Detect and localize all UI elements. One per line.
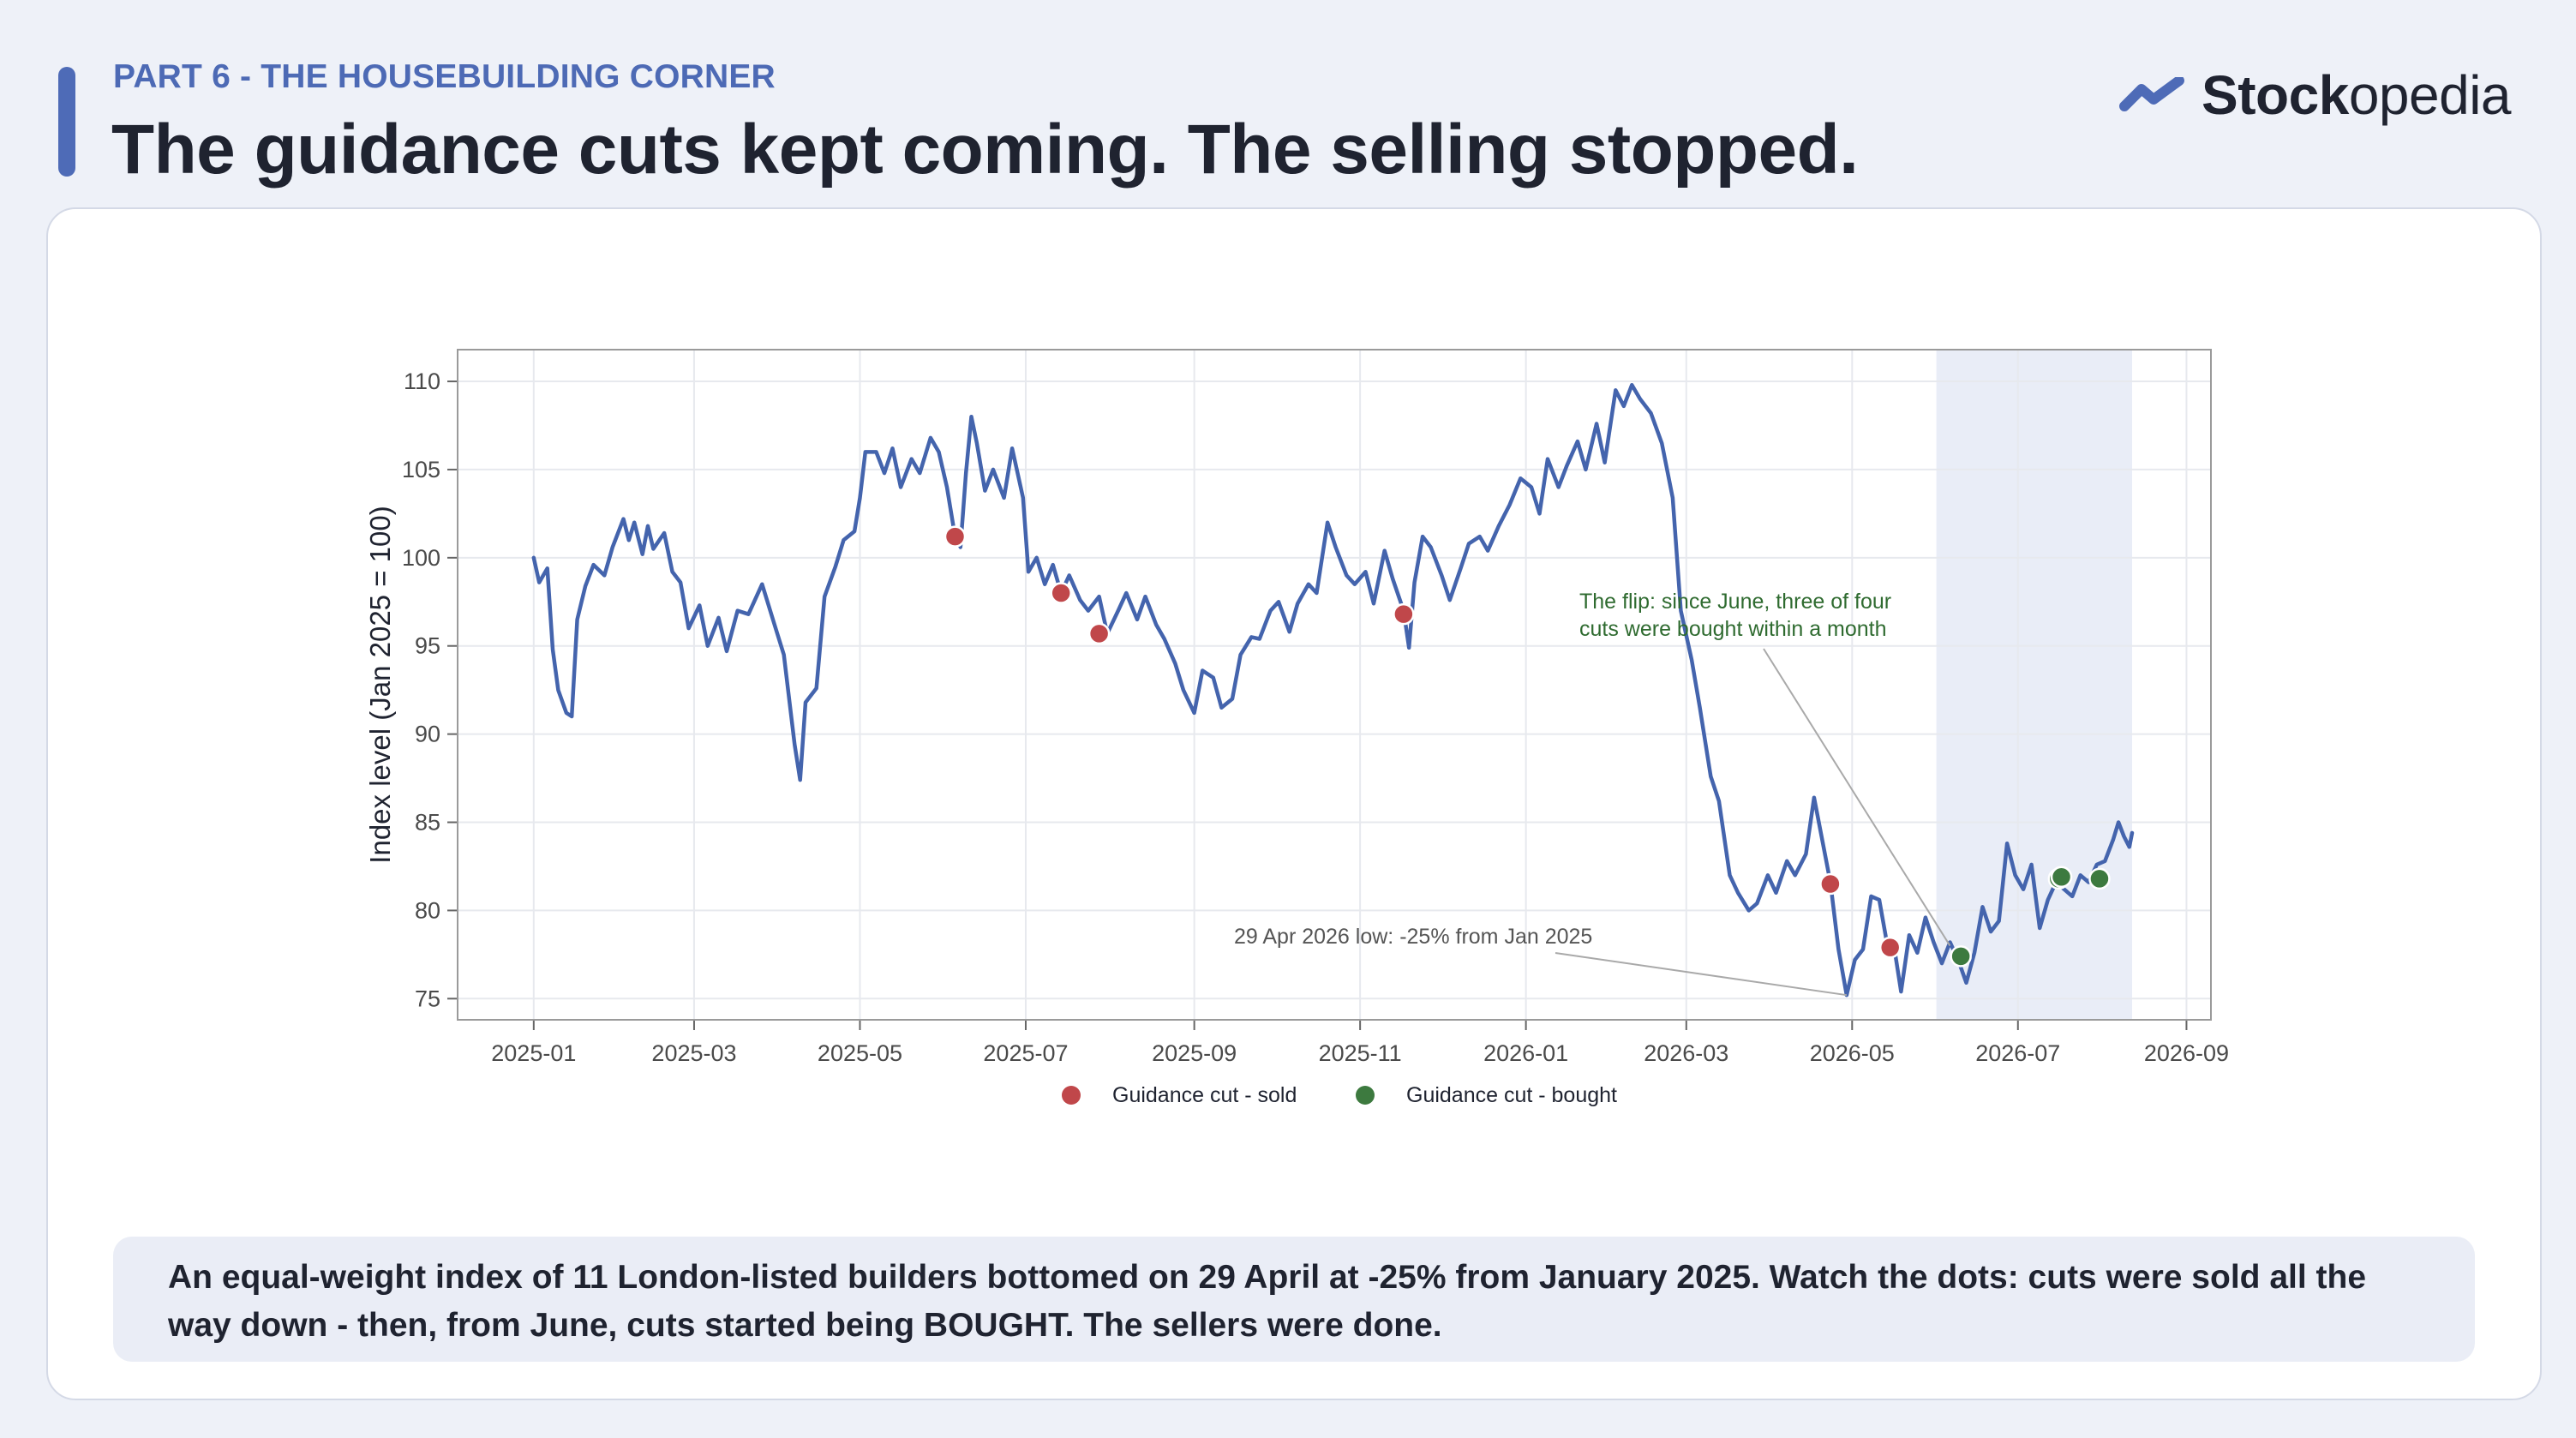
sold-marker xyxy=(1819,872,1842,896)
sold-marker xyxy=(944,525,967,548)
sold-marker xyxy=(1878,936,1902,959)
brand-wordmark: Stockopedia xyxy=(2202,63,2511,127)
bought-marker xyxy=(2050,866,2073,889)
annotation-text-0: cuts were bought within a month xyxy=(1579,617,1887,641)
brand-logo: Stockopedia xyxy=(2119,63,2512,127)
annotation-leader-1 xyxy=(1555,952,1848,997)
x-tick-label: 2026-03 xyxy=(1644,1040,1728,1066)
brand-word-bold: Stock xyxy=(2202,64,2349,126)
legend-swatch-0 xyxy=(1062,1086,1081,1105)
y-tick-label: 105 xyxy=(402,457,440,482)
bought-marker xyxy=(2088,867,2111,890)
plot-frame xyxy=(457,349,2212,1021)
x-tick-label: 2026-01 xyxy=(1483,1040,1568,1066)
page-title: The guidance cuts kept coming. The selli… xyxy=(111,111,1859,189)
section-kicker: PART 6 - THE HOUSEBUILDING CORNER xyxy=(113,58,776,95)
y-tick-label: 100 xyxy=(402,545,440,571)
accent-bar xyxy=(58,67,75,177)
x-tick-label: 2025-11 xyxy=(1319,1040,1402,1066)
y-tick-label: 95 xyxy=(415,633,440,659)
y-tick-label: 85 xyxy=(415,810,440,836)
x-tick-label: 2025-07 xyxy=(983,1040,1068,1066)
caption-text: An equal-weight index of 11 London-liste… xyxy=(168,1259,2367,1344)
annotation-leader-0 xyxy=(1763,648,1951,947)
bought-marker xyxy=(1950,945,1972,968)
line-chart: 75 80 85 90 95 100 105 110 2025-01 2025-03 2025-05… xyxy=(364,349,2229,1107)
legend-label-1: Guidance cut - bought xyxy=(1406,1083,1617,1107)
x-tick-label: 2025-03 xyxy=(651,1040,736,1066)
legend-label-0: Guidance cut - sold xyxy=(1112,1083,1297,1107)
y-tick-label: 110 xyxy=(404,368,440,394)
x-tick-label: 2026-05 xyxy=(1810,1040,1895,1066)
annotation-text-0: The flip: since June, three of four xyxy=(1579,590,1891,614)
sold-marker xyxy=(1087,622,1111,645)
x-tick-label: 2025-01 xyxy=(491,1040,576,1066)
annotation-text-1: 29 Apr 2026 low: -25% from Jan 2025 xyxy=(1234,925,1592,949)
sold-marker xyxy=(1050,582,1072,604)
series-line-0 xyxy=(531,382,2135,998)
x-tick-label: 2025-05 xyxy=(818,1040,902,1066)
x-tick-label: 2026-09 xyxy=(2144,1040,2229,1066)
brand-word-light: opedia xyxy=(2348,64,2512,126)
y-axis-label: Index level (Jan 2025 = 100) xyxy=(364,506,396,863)
caption-box: An equal-weight index of 11 London-liste… xyxy=(113,1237,2475,1362)
y-tick-label: 75 xyxy=(415,986,440,1011)
sold-marker xyxy=(1393,602,1415,626)
shaded-region xyxy=(1936,350,2133,1020)
x-tick-label: 2026-07 xyxy=(1975,1040,2060,1066)
x-tick-label: 2025-09 xyxy=(1152,1040,1237,1066)
y-tick-label: 90 xyxy=(415,722,440,747)
stockopedia-logo-icon xyxy=(2119,77,2185,111)
y-tick-label: 80 xyxy=(415,897,440,923)
legend-swatch-1 xyxy=(1356,1086,1375,1105)
